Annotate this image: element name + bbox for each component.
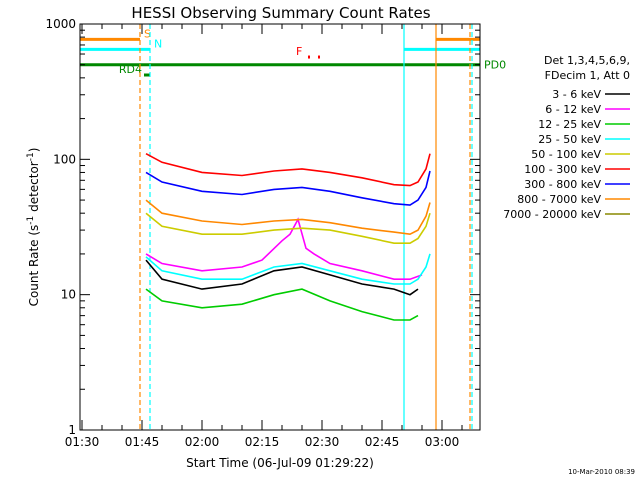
y-axis-label: Count Rate (s-1 detector-1) <box>26 148 41 307</box>
x-axis-label: Start Time (06-Jul-09 01:29:22) <box>186 456 374 470</box>
flags-layer: SN F PD0 RD4 <box>80 27 506 77</box>
y-label-mid: detector <box>27 161 41 216</box>
y-axis: 1 10 100 1000 <box>45 17 480 437</box>
timestamp: 10-Mar-2010 08:39 <box>568 468 635 476</box>
flag-label-pd0: PD0 <box>484 59 506 72</box>
flag-label-n: N <box>154 37 162 50</box>
legend-label: 25 - 50 keV <box>538 133 601 146</box>
legend-label: 12 - 25 keV <box>538 118 601 131</box>
legend-header-line-2: FDecim 1, Att 0 <box>545 69 630 82</box>
x-tick-label: 01:30 <box>65 435 100 449</box>
series-line <box>145 212 431 244</box>
legend-header-line-1: Det 1,3,4,5,6,9, <box>544 54 630 67</box>
x-tick-label: 03:00 <box>425 435 460 449</box>
y-tick-label: 10 <box>61 288 76 302</box>
series-line <box>145 288 419 321</box>
series-line <box>145 152 431 187</box>
series-layer <box>145 152 431 321</box>
series-line <box>145 253 431 285</box>
x-tick-label: 02:30 <box>305 435 340 449</box>
plot-frame <box>79 23 481 431</box>
x-tick-label: 02:00 <box>185 435 220 449</box>
legend-label: 7000 - 20000 keV <box>503 208 601 221</box>
legend-label: 100 - 300 keV <box>524 163 601 176</box>
series-line <box>145 199 431 236</box>
y-label-suffix: ) <box>27 148 41 153</box>
legend-label: 300 - 800 keV <box>524 178 601 191</box>
legend: Det 1,3,4,5,6,9, FDecim 1, Att 0 3 - 6 k… <box>503 54 630 221</box>
y-label-sup1: -1 <box>26 216 36 225</box>
y-tick-label: 1 <box>68 423 76 437</box>
legend-label: 800 - 7000 keV <box>517 193 601 206</box>
series-line <box>145 170 431 206</box>
y-tick-label: 1000 <box>45 17 76 31</box>
x-tick-label: 02:45 <box>365 435 400 449</box>
x-tick-label: 02:15 <box>245 435 280 449</box>
y-label-sup2: -1 <box>26 152 36 161</box>
series-line <box>145 259 419 296</box>
y-tick-label: 100 <box>53 152 76 166</box>
legend-label: 3 - 6 keV <box>552 88 601 101</box>
legend-label: 6 - 12 keV <box>545 103 601 116</box>
chart-title: HESSI Observing Summary Count Rates <box>131 4 430 22</box>
legend-label: 50 - 100 keV <box>531 148 601 161</box>
vlines-layer <box>139 24 473 430</box>
x-axis: 01:30 01:45 02:00 02:15 02:30 02:45 03:00 <box>65 24 463 449</box>
x-tick-label: 01:45 <box>125 435 160 449</box>
flag-label-f: F <box>296 45 302 58</box>
flag-label-s: S <box>144 27 151 40</box>
flag-label-rd4: RD4 <box>119 63 142 76</box>
y-label-prefix: Count Rate (s <box>27 225 41 307</box>
